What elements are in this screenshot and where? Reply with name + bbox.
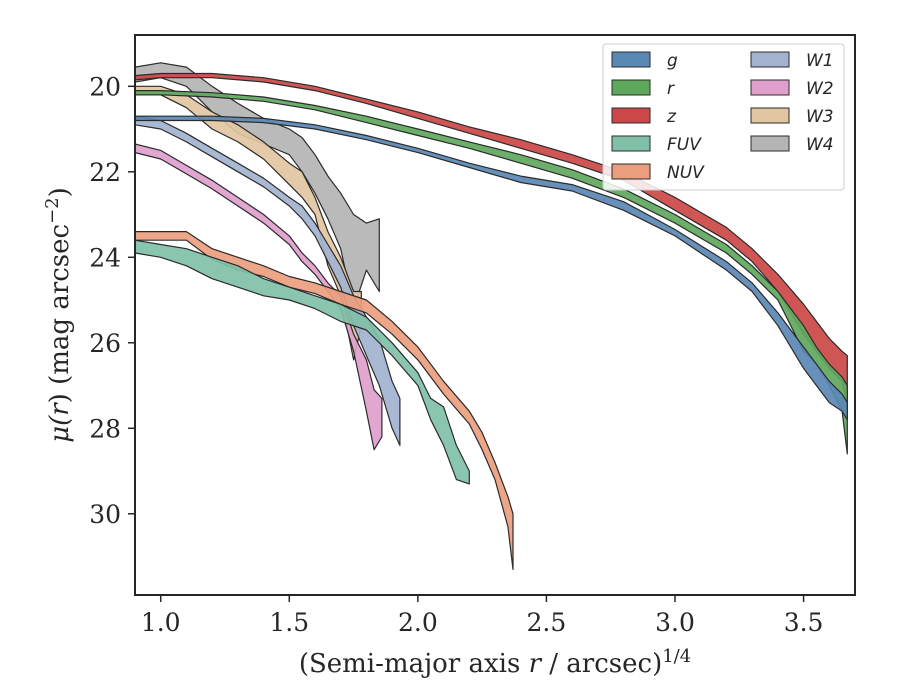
legend-swatch-z <box>611 107 651 124</box>
legend-swatch-w2 <box>750 79 790 96</box>
legend-swatch-r <box>611 79 651 96</box>
x-label-prefix: (Semi-major axis <box>299 649 529 679</box>
band-w1 <box>135 115 401 446</box>
legend-swatch-nuv <box>611 163 651 180</box>
legend-swatch-w3 <box>750 107 790 124</box>
y-label-end: ) <box>45 187 75 197</box>
legend-swatch-fuv <box>611 135 651 152</box>
band-r <box>135 89 848 455</box>
legend-label-w1: W1 <box>806 51 834 71</box>
band-g <box>135 115 848 421</box>
legend-label-w3: W3 <box>806 107 834 127</box>
x-tick-label: 2.5 <box>527 608 567 637</box>
legend-label-g: g <box>667 51 678 71</box>
legend-swatch-w1 <box>750 51 790 68</box>
y-axis-label: μ(r) (mag arcsec−2) <box>42 187 75 443</box>
band-fuv <box>135 239 470 485</box>
y-label-mu: μ( <box>45 415 75 443</box>
x-tick-label: 2.0 <box>398 608 438 637</box>
legend-swatch-g <box>611 51 651 68</box>
x-label-suffix: / arcsec) <box>541 649 662 679</box>
legend-label-w2: W2 <box>806 79 834 99</box>
y-label-exponent: −2 <box>42 197 63 224</box>
legend-label-z: z <box>666 107 677 127</box>
legend-label-w4: W4 <box>806 135 834 155</box>
y-tick-label: 22 <box>89 158 121 187</box>
x-tick-label: 3.5 <box>784 608 824 637</box>
x-axis-label: (Semi-major axis r / arcsec)1/4 <box>299 646 691 679</box>
x-label-exponent: 1/4 <box>662 646 691 667</box>
y-tick-label: 24 <box>89 243 121 272</box>
y-tick-label: 26 <box>89 329 121 358</box>
y-label-var: r <box>45 402 75 416</box>
y-tick-label: 28 <box>89 414 121 443</box>
y-axis-ticks: 20 22 24 26 28 30 <box>89 72 135 529</box>
x-label-var: r <box>529 649 543 679</box>
band-nuv <box>135 231 514 571</box>
x-tick-label: 1.0 <box>141 608 181 637</box>
y-label-close: ) <box>45 393 75 403</box>
legend-swatch-w4 <box>750 135 790 152</box>
legend-label-fuv: FUV <box>667 135 702 155</box>
y-label-unit: (mag arcsec <box>45 224 75 393</box>
y-tick-label: 30 <box>89 500 121 529</box>
legend-label-nuv: NUV <box>667 163 705 183</box>
x-tick-label: 3.0 <box>655 608 695 637</box>
x-axis-ticks: 1.0 1.5 2.0 2.5 3.0 3.5 <box>141 595 824 637</box>
y-tick-label: 20 <box>89 72 121 101</box>
legend-label-r: r <box>667 79 675 99</box>
legend: grz FUV NUV W1 W2 W3 W4 <box>602 43 845 191</box>
x-tick-label: 1.5 <box>269 608 309 637</box>
profile-bands <box>135 62 848 571</box>
plot-frame <box>134 34 856 596</box>
